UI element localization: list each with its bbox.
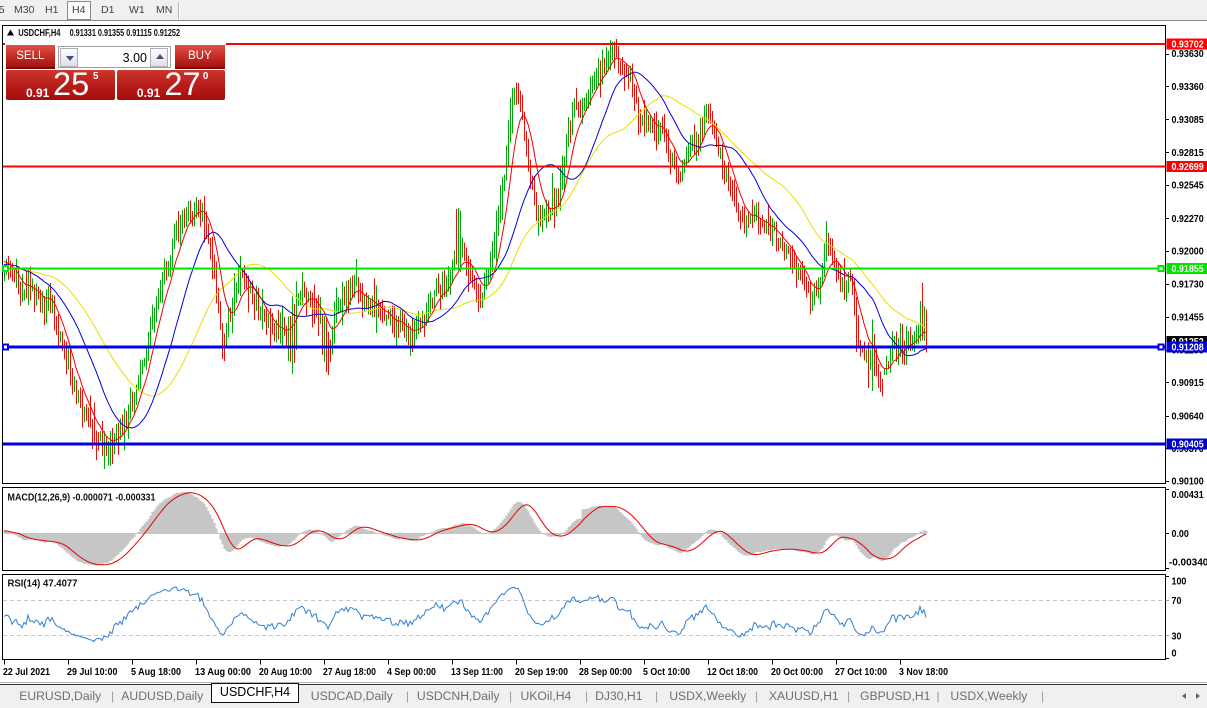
svg-text:0.91730: 0.91730 xyxy=(1172,279,1204,290)
svg-text:0.92815: 0.92815 xyxy=(1172,148,1204,159)
svg-text:0.91208: 0.91208 xyxy=(1172,343,1204,354)
svg-text:27 Oct 10:00: 27 Oct 10:00 xyxy=(835,667,887,678)
svg-text:0.90640: 0.90640 xyxy=(1172,411,1204,422)
svg-text:5 Oct 10:00: 5 Oct 10:00 xyxy=(643,667,690,678)
svg-text:0.00: 0.00 xyxy=(1172,529,1190,540)
svg-text:13 Aug 00:00: 13 Aug 00:00 xyxy=(195,667,251,678)
svg-text:0.93085: 0.93085 xyxy=(1172,115,1204,126)
svg-text:0.90915: 0.90915 xyxy=(1172,378,1204,389)
svg-text:0.92270: 0.92270 xyxy=(1172,214,1204,225)
svg-text:30: 30 xyxy=(1172,631,1182,642)
svg-text:0.93630: 0.93630 xyxy=(1172,49,1204,60)
svg-text:MACD(12,26,9) -0.000071 -0.000: MACD(12,26,9) -0.000071 -0.000331 xyxy=(8,493,156,504)
svg-text:22 Jul 2021: 22 Jul 2021 xyxy=(3,667,50,678)
svg-text:0.93702: 0.93702 xyxy=(1172,40,1204,51)
svg-text:12 Oct 18:00: 12 Oct 18:00 xyxy=(707,667,758,678)
svg-text:29 Jul 10:00: 29 Jul 10:00 xyxy=(67,667,118,678)
svg-text:0.91455: 0.91455 xyxy=(1172,313,1204,324)
svg-text:20 Oct 00:00: 20 Oct 00:00 xyxy=(771,667,823,678)
svg-text:0.92000: 0.92000 xyxy=(1172,247,1204,258)
svg-text:0.91331 0.91355 0.91115 0.9125: 0.91331 0.91355 0.91115 0.91252 xyxy=(70,28,181,39)
svg-text:20 Sep 19:00: 20 Sep 19:00 xyxy=(515,667,568,678)
svg-text:5 Aug 18:00: 5 Aug 18:00 xyxy=(131,667,181,678)
svg-text:USDCHF,H4: USDCHF,H4 xyxy=(18,28,60,39)
svg-text:RSI(14) 47.4077: RSI(14) 47.4077 xyxy=(8,579,78,590)
svg-text:27 Aug 18:00: 27 Aug 18:00 xyxy=(323,667,376,678)
svg-text:0.93360: 0.93360 xyxy=(1172,82,1204,93)
svg-text:0.90405: 0.90405 xyxy=(1172,440,1204,451)
svg-text:28 Sep 00:00: 28 Sep 00:00 xyxy=(579,667,632,678)
svg-text:0.92545: 0.92545 xyxy=(1172,181,1204,192)
svg-text:4 Sep 00:00: 4 Sep 00:00 xyxy=(387,667,436,678)
svg-text:0.00431: 0.00431 xyxy=(1172,490,1204,501)
svg-text:13 Sep 11:00: 13 Sep 11:00 xyxy=(451,667,503,678)
svg-text:0.91855: 0.91855 xyxy=(1172,264,1204,275)
svg-text:70: 70 xyxy=(1172,596,1182,607)
svg-text:0: 0 xyxy=(1172,649,1177,660)
svg-text:-0.003405: -0.003405 xyxy=(1169,558,1207,569)
svg-text:3 Nov 18:00: 3 Nov 18:00 xyxy=(899,667,948,678)
svg-text:0.90100: 0.90100 xyxy=(1172,477,1204,488)
svg-text:20 Aug 10:00: 20 Aug 10:00 xyxy=(259,667,312,678)
svg-text:100: 100 xyxy=(1172,576,1187,587)
svg-text:0.92699: 0.92699 xyxy=(1172,162,1204,173)
